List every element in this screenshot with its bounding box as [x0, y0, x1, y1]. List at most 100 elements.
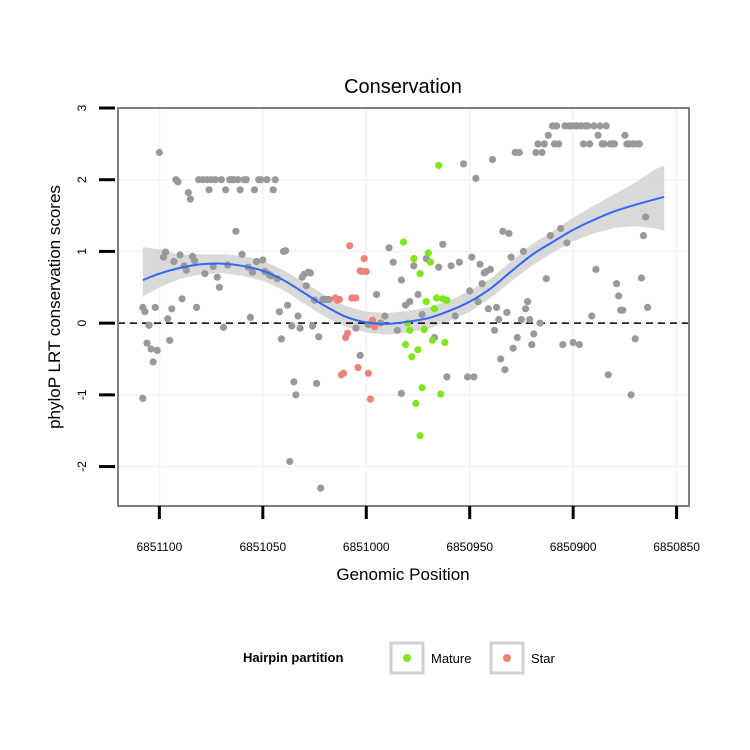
point-other-85: [317, 484, 325, 492]
point-other-57: [259, 256, 267, 264]
point-mature-8: [416, 270, 424, 278]
point-other-100: [406, 298, 414, 306]
point-star-16: [364, 369, 372, 377]
x-tick-label-1: 6851050: [239, 540, 286, 554]
point-other-114: [464, 373, 472, 381]
point-mature-15: [430, 305, 439, 313]
smooth-line: [142, 195, 665, 325]
point-other-71: [288, 322, 296, 330]
point-mature-5: [410, 255, 418, 263]
point-other-45: [234, 176, 242, 184]
point-mature-0: [399, 238, 408, 246]
point-other-189: [619, 306, 627, 314]
point-other-83: [313, 379, 321, 387]
point-other-49: [242, 176, 250, 184]
point-other-72: [290, 378, 298, 386]
point-other-158: [555, 140, 563, 148]
legend-item-mature: Mature: [389, 641, 471, 675]
point-other-127: [490, 326, 499, 334]
point-other-173: [586, 140, 594, 148]
point-other-118: [472, 174, 480, 182]
point-other-2: [141, 308, 149, 316]
panel-border: [117, 107, 690, 507]
smooth-curve: [142, 195, 665, 325]
y-tick-label-5: 3: [75, 104, 89, 111]
x-tick-label-3: 6850950: [446, 540, 493, 554]
series-star: [331, 242, 379, 403]
point-other-107: [435, 263, 443, 271]
point-other-108: [439, 240, 447, 248]
point-other-89: [325, 295, 333, 304]
point-other-170: [579, 140, 588, 148]
point-other-8: [153, 346, 161, 354]
point-other-74: [294, 312, 302, 320]
point-other-146: [530, 330, 538, 338]
point-other-46: [236, 186, 244, 194]
point-mature-14: [428, 336, 437, 344]
point-other-126: [488, 156, 497, 164]
point-other-102: [414, 290, 422, 299]
point-other-23: [186, 195, 194, 203]
point-other-174: [588, 312, 596, 320]
point-other-44: [232, 227, 240, 235]
point-other-138: [513, 333, 521, 342]
point-mature-18: [437, 390, 445, 398]
y-tick-label-3: 1: [75, 248, 89, 255]
point-mature-21: [443, 296, 451, 304]
point-other-181: [602, 122, 610, 130]
point-other-190: [621, 131, 629, 139]
point-star-4: [339, 369, 348, 377]
point-other-92: [373, 290, 381, 299]
point-other-199: [639, 232, 648, 240]
point-other-80: [306, 269, 314, 277]
point-star-10: [352, 294, 360, 302]
point-other-130: [497, 355, 505, 363]
point-other-115: [466, 287, 474, 295]
point-other-7: [151, 303, 159, 311]
point-other-14: [168, 305, 176, 313]
legend-dot-mature: [403, 654, 411, 662]
point-other-103: [418, 310, 426, 319]
point-other-113: [459, 160, 468, 168]
point-other-98: [397, 276, 405, 284]
point-other-3: [143, 339, 151, 347]
point-other-148: [534, 140, 542, 148]
point-other-176: [592, 265, 600, 273]
point-other-84: [315, 333, 323, 341]
point-other-81: [308, 322, 317, 330]
point-other-147: [532, 148, 540, 157]
x-tick-label-2: 6851000: [343, 540, 390, 554]
point-other-111: [451, 312, 459, 320]
point-other-51: [246, 313, 254, 321]
point-other-198: [637, 274, 646, 282]
point-other-116: [468, 253, 476, 261]
point-other-131: [499, 227, 507, 235]
point-other-65: [275, 308, 283, 316]
point-other-39: [222, 186, 230, 194]
point-other-134: [505, 229, 513, 238]
point-other-75: [296, 324, 304, 332]
point-mature-3: [406, 326, 414, 334]
legend-label-mature: Mature: [431, 651, 471, 666]
point-other-152: [542, 275, 550, 283]
point-other-63: [271, 176, 279, 184]
point-mature-13: [426, 258, 434, 266]
point-mature-16: [433, 294, 441, 302]
point-other-59: [263, 176, 271, 184]
point-other-128: [493, 303, 501, 311]
legend: Hairpin partition Mature Star: [243, 641, 556, 675]
point-mature-12: [424, 249, 432, 257]
point-mature-17: [435, 161, 443, 169]
y-tick-label-0: -2: [75, 461, 89, 472]
data-points: [139, 122, 652, 492]
point-other-177: [594, 131, 602, 139]
point-other-5: [147, 345, 155, 353]
point-other-29: [201, 270, 209, 278]
x-axis: 6851100 6851050 6851000 6850950 6850900 68508…: [136, 506, 700, 554]
point-other-175: [590, 122, 598, 130]
point-other-200: [642, 213, 650, 221]
legend-title: Hairpin partition: [243, 650, 343, 665]
point-other-178: [596, 122, 604, 130]
point-other-132: [501, 366, 509, 374]
